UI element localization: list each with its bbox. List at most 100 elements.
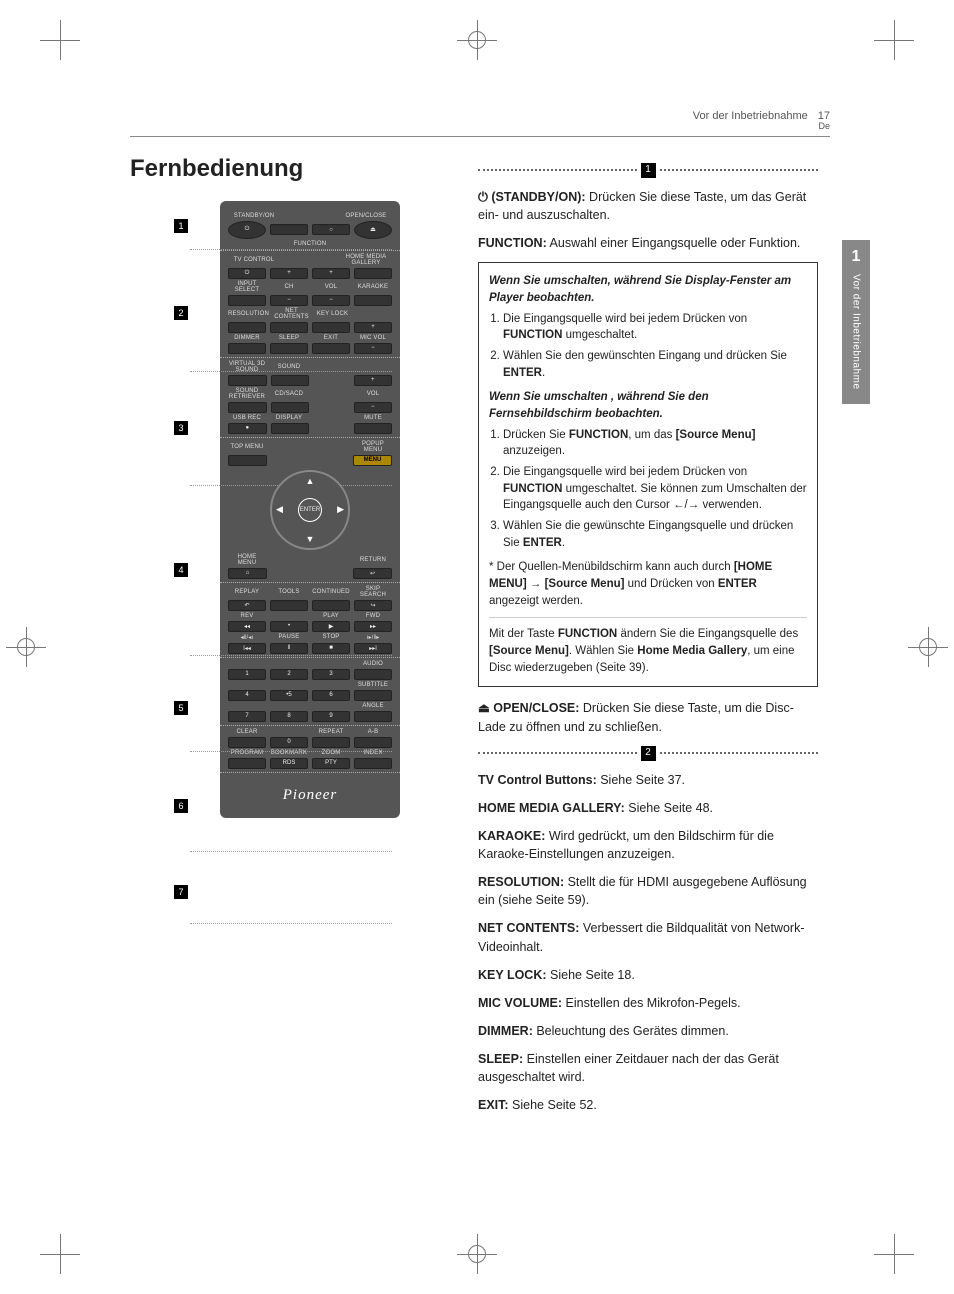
label-hmg: HOME MEDIA GALLERY: [340, 254, 392, 266]
entry-sec2-2: KARAOKE: Wird gedrückt, um den Bildschir…: [478, 827, 818, 863]
infobox-note: * Der Quellen-Menübildschirm kann auch d…: [489, 559, 807, 609]
btn-usbrec[interactable]: ●: [228, 423, 267, 434]
btn-7[interactable]: 7: [228, 711, 266, 722]
btn-1[interactable]: 1: [228, 669, 266, 680]
btn-standby[interactable]: ⏻: [228, 221, 266, 239]
btn-2[interactable]: 2: [270, 669, 308, 680]
btn-play[interactable]: ▶: [312, 621, 350, 632]
label-netcontents: NET CONTENTS: [273, 308, 310, 320]
btn-ch-up[interactable]: +: [270, 268, 308, 279]
label-continued: CONTINUED: [312, 589, 350, 595]
entry-function: FUNCTION: Auswahl einer Eingangsquelle o…: [478, 234, 818, 252]
page-header: Vor der Inbetriebnahme 17 De: [130, 110, 830, 137]
label-standby: STANDBY/ON: [228, 213, 280, 219]
btn-stop[interactable]: ■: [312, 643, 350, 654]
btn-v3d[interactable]: [228, 375, 267, 386]
callout-7: 7: [174, 885, 188, 899]
btn-tools[interactable]: [270, 600, 308, 611]
label-ch: CH: [270, 284, 308, 290]
btn-replay[interactable]: ↶: [228, 600, 266, 611]
btn-ab[interactable]: [354, 737, 392, 748]
btn-sound[interactable]: [271, 375, 310, 386]
btn-vol-up[interactable]: +: [312, 268, 350, 279]
label-tools: TOOLS: [270, 589, 308, 595]
btn-input[interactable]: [228, 295, 266, 306]
nav-left[interactable]: ◀: [276, 504, 283, 515]
btn-menu[interactable]: MENU: [353, 455, 392, 466]
btn-next[interactable]: ▸▸ǀ: [354, 643, 392, 654]
btn-sretr[interactable]: [228, 402, 267, 413]
btn-keylock[interactable]: [312, 322, 350, 333]
btn-skipsearch[interactable]: ↪: [354, 600, 392, 611]
entry-sec2-4-label: NET CONTENTS:: [478, 921, 579, 935]
btn-micvol-dn[interactable]: −: [354, 343, 392, 354]
btn-rds[interactable]: RDS: [270, 758, 308, 769]
label-popup: POPUP MENU: [354, 441, 392, 453]
btn-display[interactable]: [271, 423, 310, 434]
btn-6[interactable]: 6: [312, 690, 350, 701]
label-ab: A-B: [354, 729, 392, 735]
label-dimmer: DIMMER: [228, 335, 266, 341]
btn-8[interactable]: 8: [270, 711, 308, 722]
btn-resolution[interactable]: [228, 322, 266, 333]
btn-angle[interactable]: [354, 711, 392, 722]
brand-logo: Pioneer: [228, 787, 392, 804]
btn-hmg[interactable]: [354, 268, 392, 279]
header-section: Vor der Inbetriebnahme: [693, 110, 808, 132]
entry-sec2-6-text: Einstellen des Mikrofon-Pegels.: [562, 996, 741, 1010]
btn-rev[interactable]: ◂◂: [228, 621, 266, 632]
btn-audio[interactable]: [354, 669, 392, 680]
label-audio: AUDIO: [354, 661, 392, 667]
page: Vor der Inbetriebnahme 17 De 1 Vor der I…: [130, 110, 830, 1190]
btn-openclose[interactable]: ⏏: [354, 221, 392, 239]
entry-function-label: FUNCTION:: [478, 236, 547, 250]
btn-karaoke[interactable]: [354, 295, 392, 306]
chapter-label: Vor der Inbetriebnahme: [851, 274, 862, 390]
btn-tv-power[interactable]: ⏻: [228, 268, 266, 279]
btn-dimmer[interactable]: [228, 343, 266, 354]
btn-0[interactable]: 0: [270, 737, 308, 748]
label-tvcontrol: TV CONTROL: [228, 257, 280, 263]
btn-subtitle[interactable]: [354, 690, 392, 701]
btn-program[interactable]: [228, 758, 266, 769]
btn-vol2-dn[interactable]: −: [354, 402, 393, 413]
section-divider-2: 2: [478, 746, 818, 761]
btn-exit[interactable]: [312, 343, 350, 354]
nav-down[interactable]: ▼: [306, 534, 315, 544]
btn-enter[interactable]: ENTER: [298, 498, 322, 522]
btn-pause[interactable]: ǁ: [270, 643, 308, 654]
btn-prev[interactable]: ǀ◂◂: [228, 643, 266, 654]
nav-right[interactable]: ▶: [337, 504, 344, 515]
btn-netcontents[interactable]: [270, 322, 308, 333]
btn-4[interactable]: 4: [228, 690, 266, 701]
btn-vol2-up[interactable]: +: [354, 375, 393, 386]
btn-micvol-up[interactable]: +: [354, 322, 392, 333]
btn-fn2[interactable]: ○: [312, 224, 350, 235]
btn-9[interactable]: 9: [312, 711, 350, 722]
btn-playdot[interactable]: •: [270, 621, 308, 632]
btn-cdsacd[interactable]: [271, 402, 310, 413]
btn-index[interactable]: [354, 758, 392, 769]
label-keylock: KEY LOCK: [314, 311, 351, 317]
page-title: Fernbedienung: [130, 155, 460, 183]
btn-home[interactable]: ⌂: [228, 568, 267, 579]
btn-function[interactable]: [270, 224, 308, 235]
btn-clear[interactable]: [228, 737, 266, 748]
callout-2: 2: [174, 306, 188, 320]
btn-mute[interactable]: [354, 423, 393, 434]
btn-5[interactable]: •5: [270, 690, 308, 701]
btn-ch-dn[interactable]: −: [270, 295, 308, 306]
btn-return[interactable]: ↩: [353, 568, 392, 579]
btn-continued[interactable]: [312, 600, 350, 611]
btn-sleep[interactable]: [270, 343, 308, 354]
infobox1-item1: Die Eingangsquelle wird bei jedem Drücke…: [503, 311, 807, 344]
btn-topmenu[interactable]: [228, 455, 267, 466]
btn-fwd[interactable]: ▸▸: [354, 621, 392, 632]
btn-3[interactable]: 3: [312, 669, 350, 680]
btn-repeat[interactable]: [312, 737, 350, 748]
nav-up[interactable]: ▲: [306, 476, 315, 486]
entry-sec2-5: KEY LOCK: Siehe Seite 18.: [478, 966, 818, 984]
label-fwd: FWD: [354, 613, 392, 619]
btn-pty[interactable]: PTY: [312, 758, 350, 769]
btn-vol-dn[interactable]: −: [312, 295, 350, 306]
